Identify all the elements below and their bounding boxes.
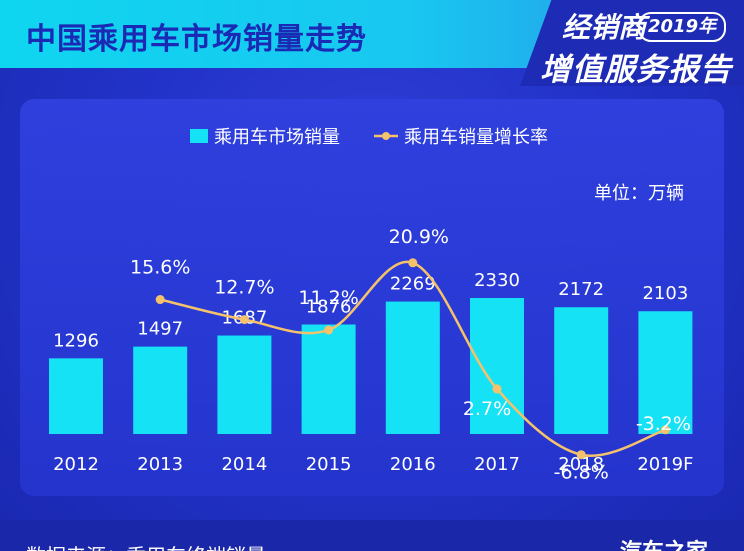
growth-value-labels: 15.6% 12.7% 11.2% 20.9% 2.7% -6.8% -3.2% [130,226,691,484]
autohome-logo: 汽车之家 [620,534,708,551]
bar-value-label: 2172 [558,279,604,300]
growth-point-2013 [155,295,165,305]
bar-2016 [385,301,440,434]
bar-value-label: 2269 [390,274,436,295]
x-tick-label: 2015 [306,454,352,475]
x-axis-ticks: 2012 2013 2014 2015 2016 2017 2018 2019F [53,454,693,475]
bar-2018 [554,307,609,434]
legend-label-bar: 乘用车市场销量 [214,127,340,148]
bar-2013 [133,346,188,434]
bar-2017 [470,298,524,434]
bar-2015 [301,324,356,434]
growth-point-2014 [239,315,249,325]
growth-value-label: -3.2% [636,413,691,435]
sales-chart: 乘用车市场销量 乘用车销量增长率 单位：万辆 12961497168718762… [49,127,693,484]
bar-value-label: 1876 [306,296,352,317]
bar-value-label: 2330 [474,270,520,291]
growth-point-2018 [576,450,586,460]
growth-value-label: 20.9% [389,226,449,248]
legend-swatch-dot [382,132,390,140]
x-tick-label: 2018 [558,454,604,475]
x-tick-label: 2017 [474,454,520,475]
badge-line-2: 增值服务报告 [540,52,732,88]
growth-point-2016 [408,258,418,268]
bar-value-label: 2103 [642,283,688,304]
page-title: 中国乘用车市场销量走势 [26,22,367,57]
growth-value-label: -6.8% [554,462,609,484]
growth-line-series [155,258,670,460]
legend-label-line: 乘用车销量增长率 [404,127,548,148]
legend-swatch-bar [190,129,208,143]
growth-value-label: 11.2% [298,287,358,309]
bar-value-label: 1497 [137,319,183,340]
bar-2014 [217,335,272,434]
x-tick-label: 2012 [53,454,99,475]
badge-year: 2019年 [638,12,727,42]
chart-legend: 乘用车市场销量 乘用车销量增长率 [190,127,548,148]
bar-2019F [638,311,693,434]
bar-series [49,298,693,434]
x-tick-label: 2014 [221,454,267,475]
x-tick-label: 2016 [390,454,436,475]
growth-point-2015 [324,325,334,335]
data-source: 数据来源：乘用车终端销量 [26,540,266,551]
growth-point-2019F [660,425,670,435]
growth-value-label: 2.7% [463,398,511,420]
growth-value-label: 15.6% [130,257,190,279]
bar-2012 [49,358,103,434]
unit-label: 单位：万辆 [594,183,684,204]
bar-value-label: 1296 [53,330,99,351]
growth-value-label: 12.7% [214,277,274,299]
x-tick-label: 2013 [137,454,183,475]
badge-line-1: 经销商 [562,11,647,44]
footer: 数据来源：乘用车终端销量 汽车之家 [0,520,744,551]
growth-point-2017 [492,384,502,394]
report-badge: 经销商 2019年 增值服务报告 [520,0,744,86]
x-tick-label: 2019F [637,454,693,475]
